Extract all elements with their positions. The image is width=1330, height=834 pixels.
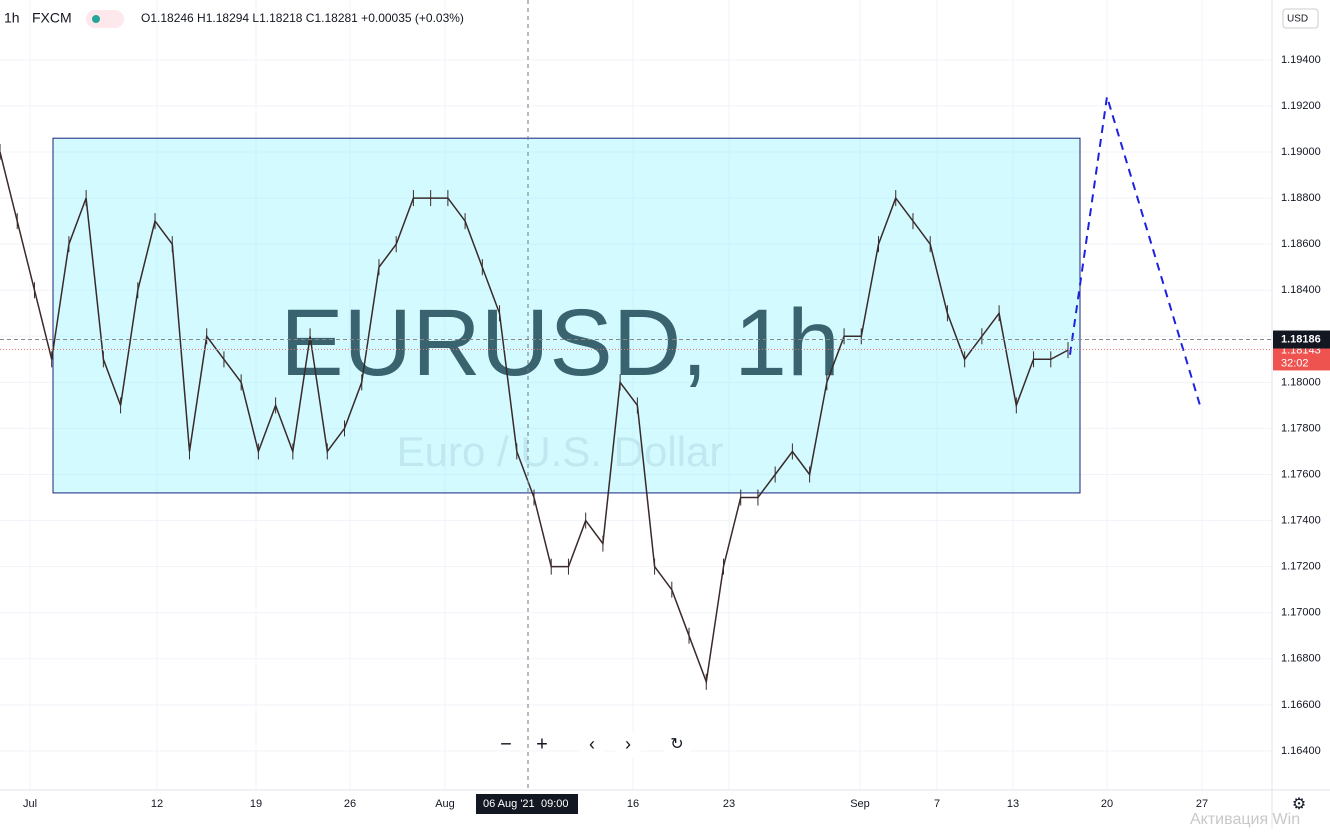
zoom-out[interactable]: − — [500, 733, 512, 755]
price-label: 1.17600 — [1281, 468, 1321, 480]
os-overlay: Активация Win — [1190, 811, 1300, 828]
exchange: FXCM — [32, 10, 72, 26]
ohlc: O1.18246 H1.18294 L1.18218 C1.18281 +0.0… — [141, 11, 464, 25]
zoom-in[interactable]: + — [536, 733, 548, 755]
last-price-box — [1273, 330, 1330, 349]
scroll-left[interactable] — [578, 731, 606, 759]
settings[interactable]: ⚙ — [1292, 796, 1306, 813]
range-box — [52, 137, 1081, 494]
price-label: 1.18000 — [1281, 376, 1321, 388]
scroll-right[interactable] — [614, 731, 642, 759]
status-badge[interactable] — [86, 10, 124, 28]
time-label: 23 — [723, 798, 735, 810]
price-label: 1.19200 — [1281, 100, 1321, 112]
countdown: 32:02 — [1281, 357, 1309, 369]
price-label: 1.18800 — [1281, 192, 1321, 204]
price-label: 1.17800 — [1281, 422, 1321, 434]
price-label: 1.16800 — [1281, 653, 1321, 665]
status-dot — [92, 15, 100, 23]
watermark-description: Euro / U.S. Dollar — [397, 428, 724, 475]
time-label: 20 — [1101, 798, 1113, 810]
time-label: Sep — [850, 798, 870, 810]
currency: USD — [1287, 14, 1308, 25]
scroll-right-icon: › — [625, 734, 631, 754]
time-label: 13 — [1007, 798, 1019, 810]
time-label: 16 — [627, 798, 639, 810]
currency-button[interactable] — [1282, 8, 1319, 29]
price-label: 1.19000 — [1281, 146, 1321, 158]
reset[interactable] — [663, 731, 691, 759]
time-label: Jul — [23, 798, 37, 810]
price-label: 1.19400 — [1281, 54, 1321, 66]
price-label: 1.18400 — [1281, 284, 1321, 296]
price-label: 1.17400 — [1281, 514, 1321, 526]
price-label: 1.18600 — [1281, 238, 1321, 250]
time-label: 19 — [250, 798, 262, 810]
crosshair-date: 06 Aug '21 — [483, 798, 535, 810]
crosshair-time-box — [476, 794, 578, 814]
price-label: 1.16400 — [1281, 745, 1321, 757]
time-label: 26 — [344, 798, 356, 810]
time-label: 7 — [934, 798, 940, 810]
price-label: 1.17200 — [1281, 561, 1321, 573]
crosshair-time: 09:00 — [541, 798, 569, 810]
reset-icon: ↻ — [670, 736, 683, 753]
interval: 1h — [4, 10, 20, 26]
time-label: 12 — [151, 798, 163, 810]
last-price-label: 1.18186 — [1281, 333, 1321, 345]
scroll-left-icon: ‹ — [589, 734, 595, 754]
time-label: Aug — [435, 798, 455, 810]
forecast-line — [1069, 96, 1201, 406]
price-label: 1.17000 — [1281, 607, 1321, 619]
nav-buttons: − + ‹ › ↻ — [500, 731, 691, 759]
time-label: 27 — [1196, 798, 1208, 810]
price-label: 1.16600 — [1281, 699, 1321, 711]
